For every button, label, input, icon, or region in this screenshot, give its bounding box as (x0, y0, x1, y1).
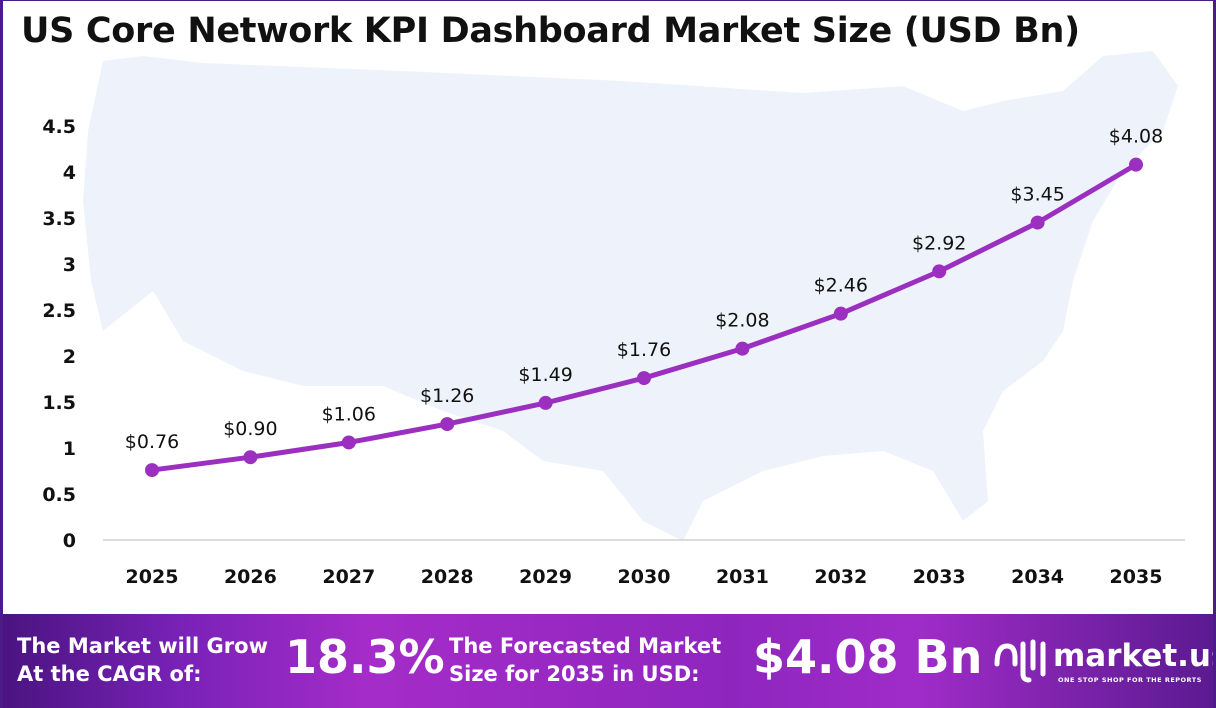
market-us-logo-icon (994, 639, 1046, 683)
y-tick-label: 2.5 (42, 300, 76, 322)
y-tick-label: 4.5 (42, 116, 76, 138)
chart-title: US Core Network KPI Dashboard Market Siz… (21, 11, 1080, 51)
line-chart: 0 0.5 1 1.5 2 2.5 3 3.5 4 4.5 2025 2026 2027 2028 202… (42, 51, 1185, 588)
data-label: $1.26 (420, 385, 474, 407)
x-tick-label: 2026 (224, 566, 277, 588)
data-point (440, 417, 455, 432)
forecast-value: $4.08 Bn (753, 630, 983, 684)
data-point (538, 395, 553, 410)
y-tick-label: 3.5 (42, 208, 76, 230)
data-label: $1.49 (518, 364, 572, 386)
us-map-background (83, 51, 1178, 541)
x-tick-label: 2025 (126, 566, 179, 588)
data-point (243, 450, 258, 465)
x-tick-label: 2033 (913, 566, 966, 588)
x-tick-label: 2035 (1110, 566, 1163, 588)
y-tick-label: 3 (63, 254, 76, 276)
data-point (735, 341, 750, 356)
data-point (637, 371, 651, 386)
cagr-caption-line2: At the CAGR of: (17, 662, 202, 686)
data-label: $1.76 (617, 339, 671, 361)
data-point (341, 435, 356, 450)
x-tick-label: 2031 (716, 566, 769, 588)
forecast-caption: The Forecasted Market Size for 2035 in U… (449, 632, 721, 688)
cagr-caption: The Market will Grow At the CAGR of: (17, 632, 268, 688)
summary-banner: The Market will Grow At the CAGR of: 18.… (3, 614, 1216, 708)
x-tick-label: 2030 (618, 566, 671, 588)
y-tick-label: 0 (63, 530, 76, 552)
x-tick-label: 2034 (1011, 566, 1064, 588)
data-label: $2.46 (814, 275, 868, 297)
data-label: $4.08 (1109, 126, 1163, 148)
cagr-caption-line1: The Market will Grow (17, 634, 268, 658)
y-tick-label: 1.5 (42, 392, 76, 414)
forecast-caption-line2: Size for 2035 in USD: (449, 662, 700, 686)
x-tick-label: 2032 (814, 566, 867, 588)
x-tick-label: 2028 (421, 566, 474, 588)
x-tick-label: 2027 (322, 566, 375, 588)
data-point (145, 463, 159, 478)
logo-tagline: ONE STOP SHOP FOR THE REPORTS (1058, 676, 1202, 684)
data-point (1129, 157, 1143, 172)
cagr-value: 18.3% (285, 630, 445, 684)
data-label: $1.06 (322, 403, 376, 425)
data-point (932, 264, 947, 279)
data-point (1030, 215, 1045, 230)
y-tick-label: 4 (63, 162, 76, 184)
y-tick-label: 0.5 (42, 484, 76, 506)
data-label: $0.76 (125, 431, 179, 453)
y-tick-label: 2 (63, 346, 76, 368)
data-label: $2.92 (912, 232, 966, 254)
data-point (833, 306, 848, 321)
data-label: $0.90 (223, 418, 277, 440)
x-tick-label: 2029 (519, 566, 572, 588)
forecast-caption-line1: The Forecasted Market (449, 634, 722, 658)
logo-text: market.us (1053, 638, 1216, 674)
y-tick-label: 1 (63, 438, 76, 460)
data-label: $2.08 (715, 310, 769, 332)
data-label: $3.45 (1010, 184, 1064, 206)
